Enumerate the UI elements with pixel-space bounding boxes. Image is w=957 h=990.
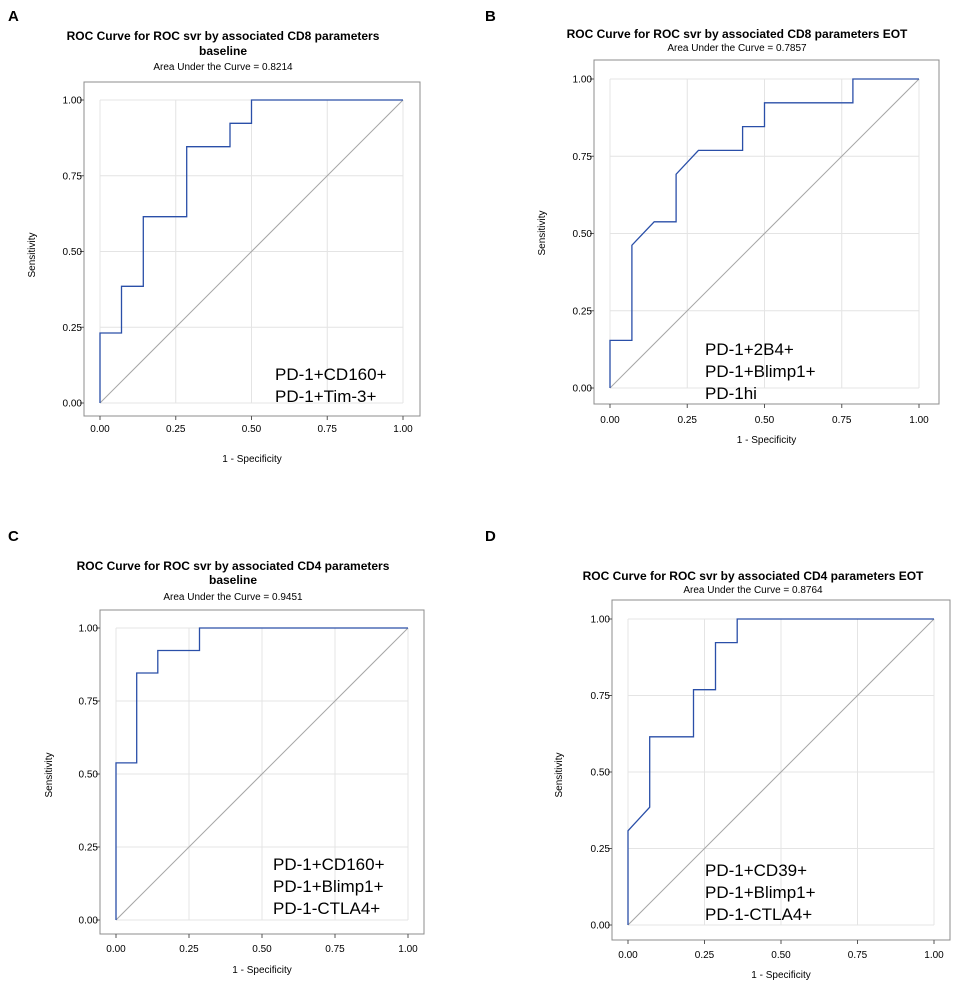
y-axis-label: Sensitivity [27,232,38,277]
marker-annotation-line: PD-1-CTLA4+ [273,899,380,918]
chance-diagonal-line [115,627,409,921]
y-tick-label: 1.00 [63,96,83,107]
x-tick-label: 1.00 [924,950,944,961]
y-tick-label: 0.25 [63,323,83,334]
y-tick-label: 0.75 [591,691,611,702]
y-tick-label: 0.75 [63,171,83,182]
auc-subtitle: Area Under the Curve = 0.8764 [683,585,823,596]
y-tick-label: 1.00 [591,615,611,626]
chart-title-line: baseline [199,44,247,58]
x-tick-label: 0.25 [166,424,186,435]
y-tick-label: 0.75 [573,152,593,163]
y-tick-label: 0.25 [573,306,593,317]
roc-curve-line [627,618,934,925]
x-tick-label: 0.00 [106,944,126,955]
auc-subtitle: Area Under the Curve = 0.8214 [153,62,293,73]
x-tick-label: 0.75 [318,424,338,435]
y-axis-label: Sensitivity [537,210,548,255]
plot-frame [593,59,940,405]
y-tick-label: 0.00 [573,384,593,395]
x-tick-label: 0.50 [755,415,775,426]
x-tick-label: 1.00 [398,944,418,955]
x-axis-label: 1 - Specificity [222,454,281,465]
x-axis-label: 1 - Specificity [751,970,810,981]
x-tick-label: 1.00 [909,415,929,426]
y-tick-label: 0.50 [79,770,99,781]
chart-title-line: ROC Curve for ROC svr by associated CD8 … [567,27,908,41]
x-tick-label: 0.00 [90,424,110,435]
y-tick-label: 0.50 [63,247,83,258]
chart-title-line: ROC Curve for ROC svr by associated CD4 … [583,569,924,583]
roc-panel-c: C ROC Curve for ROC svr by associated CD4… [8,528,425,976]
roc-curve-line [609,78,919,388]
roc-curve-line [99,99,403,403]
x-tick-label: 0.00 [618,950,638,961]
y-tick-label: 0.50 [591,768,611,779]
roc-panel-d: D ROC Curve for ROC svr by associated CD4… [485,528,951,981]
x-tick-label: 0.25 [695,950,715,961]
x-tick-label: 0.75 [325,944,345,955]
y-tick-label: 0.00 [63,399,83,410]
auc-subtitle: Area Under the Curve = 0.9451 [163,592,303,603]
y-axis-label: Sensitivity [554,752,565,797]
y-tick-label: 1.00 [573,75,593,86]
y-tick-label: 1.00 [79,624,99,635]
panel-letter: B [485,8,496,25]
x-tick-label: 0.25 [179,944,199,955]
chart-title-line: ROC Curve for ROC svr by associated CD4 … [77,559,390,573]
panel-letter: C [8,528,19,545]
x-tick-label: 0.00 [600,415,620,426]
y-tick-label: 0.00 [79,916,99,927]
marker-annotation-line: PD-1+Blimp1+ [705,362,816,381]
marker-annotation-line: PD-1+CD160+ [273,855,385,874]
y-tick-label: 0.75 [79,697,99,708]
x-tick-label: 0.25 [678,415,698,426]
marker-annotation-line: PD-1-CTLA4+ [705,905,812,924]
marker-annotation-line: PD-1+Blimp1+ [273,877,384,896]
x-axis-label: 1 - Specificity [737,435,796,446]
x-tick-label: 0.50 [242,424,262,435]
chance-diagonal-line [609,78,920,389]
auc-subtitle: Area Under the Curve = 0.7857 [667,43,807,54]
y-axis-label: Sensitivity [44,752,55,797]
chart-title-line: ROC Curve for ROC svr by associated CD8 … [67,29,380,43]
chance-diagonal-line [99,99,404,404]
x-tick-label: 1.00 [393,424,413,435]
roc-panel-b: B ROC Curve for ROC svr by associated CD8… [485,8,940,446]
x-tick-label: 0.50 [252,944,272,955]
y-tick-label: 0.25 [79,843,99,854]
marker-annotation-line: PD-1+CD39+ [705,861,807,880]
x-tick-label: 0.50 [771,950,791,961]
panel-letter: D [485,528,496,545]
y-tick-label: 0.25 [591,844,611,855]
marker-annotation-line: PD-1+Blimp1+ [705,883,816,902]
y-tick-label: 0.00 [591,921,611,932]
panel-letter: A [8,8,19,25]
marker-annotation-line: PD-1+Tim-3+ [275,387,376,406]
y-tick-label: 0.50 [573,229,593,240]
chart-title-line: baseline [209,573,257,587]
marker-annotation-line: PD-1+CD160+ [275,365,387,384]
roc-curve-line [115,627,408,920]
x-tick-label: 0.75 [848,950,868,961]
chance-diagonal-line [627,618,935,926]
marker-annotation-line: PD-1hi [705,384,757,403]
x-axis-label: 1 - Specificity [232,965,291,976]
x-tick-label: 0.75 [832,415,852,426]
marker-annotation-line: PD-1+2B4+ [705,340,794,359]
roc-panel-a: A ROC Curve for ROC svr by associated CD8… [8,8,421,465]
